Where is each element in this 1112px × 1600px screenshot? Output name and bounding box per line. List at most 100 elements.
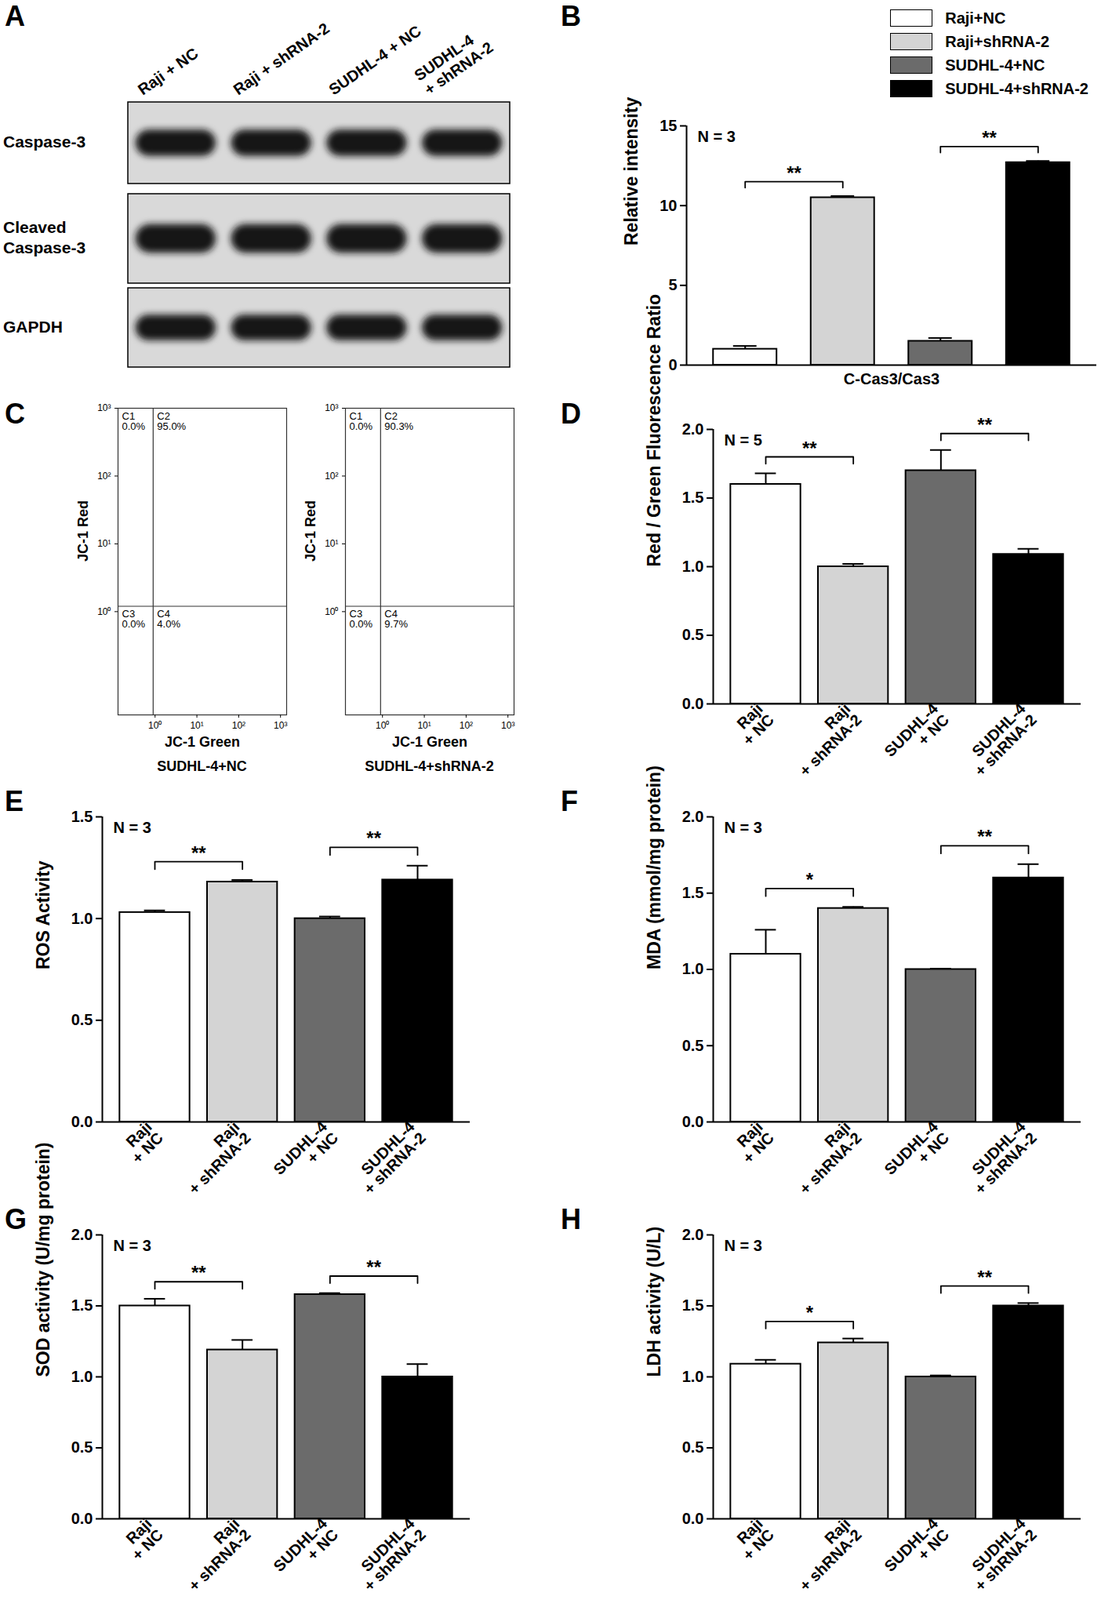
svg-text:SOD activity (U/mg protein): SOD activity (U/mg protein): [32, 1141, 54, 1377]
svg-text:*: *: [806, 1301, 815, 1323]
svg-text:GAPDH: GAPDH: [3, 316, 63, 335]
svg-text:10²: 10²: [324, 470, 338, 482]
svg-text:Raji+ shRNA-2: Raji+ shRNA-2: [784, 1117, 865, 1198]
svg-text:JC-1 Green: JC-1 Green: [392, 734, 468, 750]
svg-text:Raji+ NC: Raji+ NC: [117, 1514, 167, 1563]
svg-text:SUDHL-4+ shRNA-2: SUDHL-4+ shRNA-2: [959, 1514, 1040, 1595]
svg-text:C10.0%: C10.0%: [122, 410, 146, 433]
svg-text:10²: 10²: [232, 719, 246, 731]
svg-text:N = 3: N = 3: [113, 1236, 152, 1254]
svg-text:JC-1 Green: JC-1 Green: [164, 734, 240, 750]
svg-text:0.0: 0.0: [682, 694, 705, 713]
svg-text:1.0: 1.0: [71, 909, 94, 927]
svg-text:LDH activity (U/L): LDH activity (U/L): [643, 1226, 665, 1378]
svg-text:**: **: [786, 162, 802, 184]
svg-text:10⁰: 10⁰: [324, 606, 338, 618]
svg-text:0.0: 0.0: [71, 1509, 94, 1527]
svg-text:10³: 10³: [97, 402, 111, 414]
svg-text:0.5: 0.5: [71, 1438, 94, 1456]
svg-text:5: 5: [668, 276, 677, 294]
svg-text:10¹: 10¹: [189, 719, 204, 731]
svg-text:10¹: 10¹: [417, 719, 431, 731]
svg-text:**: **: [977, 414, 993, 436]
svg-text:CleavedCaspase-3: CleavedCaspase-3: [3, 218, 86, 256]
svg-text:**: **: [191, 842, 207, 864]
svg-text:10⁰: 10⁰: [148, 719, 162, 731]
svg-text:C30.0%: C30.0%: [122, 607, 146, 630]
svg-text:Raji+ NC: Raji+ NC: [117, 1117, 167, 1167]
svg-text:**: **: [802, 437, 818, 459]
svg-text:SUDHL-4+ NC: SUDHL-4+ NC: [269, 1117, 342, 1190]
svg-text:2.0: 2.0: [682, 807, 705, 825]
svg-text:Caspase-3: Caspase-3: [3, 132, 86, 151]
svg-text:N = 5: N = 5: [724, 431, 763, 449]
svg-text:C49.7%: C49.7%: [384, 607, 408, 630]
svg-text:N = 3: N = 3: [113, 818, 152, 836]
svg-text:N = 3: N = 3: [724, 1236, 763, 1254]
svg-text:Raji+ NC: Raji+ NC: [728, 1514, 778, 1563]
svg-text:Raji+ shRNA-2: Raji+ shRNA-2: [174, 1117, 255, 1198]
svg-text:Raji+ NC: Raji+ NC: [728, 699, 778, 749]
svg-text:0.0: 0.0: [682, 1112, 705, 1131]
svg-text:SUDHL-4+ NC: SUDHL-4+ NC: [880, 1117, 953, 1190]
svg-text:SUDHL-4+ NC: SUDHL-4+ NC: [269, 1514, 342, 1587]
svg-text:1.0: 1.0: [682, 1367, 705, 1385]
svg-text:0.0: 0.0: [71, 1112, 94, 1131]
svg-text:C-Cas3/Cas3: C-Cas3/Cas3: [843, 370, 940, 388]
svg-text:**: **: [366, 1256, 382, 1278]
svg-text:Raji+ NC: Raji+ NC: [728, 1117, 778, 1167]
svg-text:SUDHL-4+ shRNA-2: SUDHL-4+ shRNA-2: [959, 699, 1040, 780]
svg-text:Red / Green Fluorescence Ratio: Red / Green Fluorescence Ratio: [643, 294, 665, 567]
svg-text:SUDHL-4 + NC: SUDHL-4 + NC: [325, 21, 425, 99]
svg-text:MDA (mmol/mg protein): MDA (mmol/mg protein): [643, 765, 665, 970]
svg-text:SUDHL-4+ shRNA-2: SUDHL-4+ shRNA-2: [959, 1117, 1040, 1198]
svg-text:0.5: 0.5: [682, 625, 705, 644]
svg-text:Relative intensity: Relative intensity: [621, 97, 642, 246]
svg-text:10¹: 10¹: [97, 537, 111, 549]
svg-text:1.5: 1.5: [71, 1296, 94, 1314]
svg-text:10³: 10³: [273, 719, 288, 731]
svg-text:**: **: [977, 825, 993, 847]
svg-text:C44.0%: C44.0%: [156, 607, 181, 630]
svg-text:SUDHL-4+ shRNA-2: SUDHL-4+ shRNA-2: [410, 24, 497, 99]
svg-text:SUDHL-4+ shRNA-2: SUDHL-4+ shRNA-2: [348, 1514, 429, 1595]
svg-text:2.0: 2.0: [682, 1225, 705, 1243]
svg-text:2.0: 2.0: [682, 420, 705, 438]
svg-text:0: 0: [668, 356, 677, 374]
svg-text:10¹: 10¹: [324, 537, 338, 549]
svg-text:Raji+ shRNA-2: Raji+ shRNA-2: [784, 699, 865, 780]
svg-text:1.0: 1.0: [682, 959, 705, 978]
svg-text:N = 3: N = 3: [724, 818, 763, 836]
svg-text:JC-1 Red: JC-1 Red: [75, 500, 91, 562]
svg-text:JC-1 Red: JC-1 Red: [302, 500, 319, 562]
svg-text:*: *: [806, 868, 815, 891]
svg-text:10⁰: 10⁰: [97, 606, 111, 618]
svg-text:Raji + NC: Raji + NC: [134, 44, 202, 99]
svg-text:15: 15: [659, 116, 677, 135]
svg-text:1.0: 1.0: [682, 557, 705, 575]
svg-text:1.5: 1.5: [71, 807, 94, 825]
svg-text:**: **: [977, 1266, 993, 1288]
svg-text:SUDHL-4+ NC: SUDHL-4+ NC: [880, 699, 953, 772]
svg-text:2.0: 2.0: [71, 1225, 94, 1243]
svg-text:Raji+ shRNA-2: Raji+ shRNA-2: [174, 1514, 255, 1595]
svg-text:10: 10: [659, 196, 677, 215]
svg-text:0.5: 0.5: [682, 1036, 705, 1054]
svg-text:SUDHL-4+ NC: SUDHL-4+ NC: [880, 1514, 953, 1587]
svg-text:10⁰: 10⁰: [375, 719, 389, 731]
svg-text:C30.0%: C30.0%: [349, 607, 374, 630]
svg-text:0.5: 0.5: [71, 1010, 94, 1029]
svg-text:C295.0%: C295.0%: [156, 410, 186, 433]
svg-text:**: **: [366, 827, 382, 849]
svg-text:**: **: [191, 1261, 207, 1283]
svg-text:SUDHL-4+ shRNA-2: SUDHL-4+ shRNA-2: [348, 1117, 429, 1198]
svg-text:C290.3%: C290.3%: [384, 410, 414, 433]
svg-text:1.5: 1.5: [682, 488, 705, 506]
svg-text:1.0: 1.0: [71, 1367, 94, 1385]
svg-text:10²: 10²: [97, 470, 111, 482]
svg-text:Raji+ shRNA-2: Raji+ shRNA-2: [784, 1514, 865, 1595]
svg-text:1.5: 1.5: [682, 883, 705, 902]
svg-text:C10.0%: C10.0%: [349, 410, 374, 433]
svg-text:N = 3: N = 3: [697, 127, 736, 146]
svg-text:ROS Activity: ROS Activity: [32, 860, 54, 970]
